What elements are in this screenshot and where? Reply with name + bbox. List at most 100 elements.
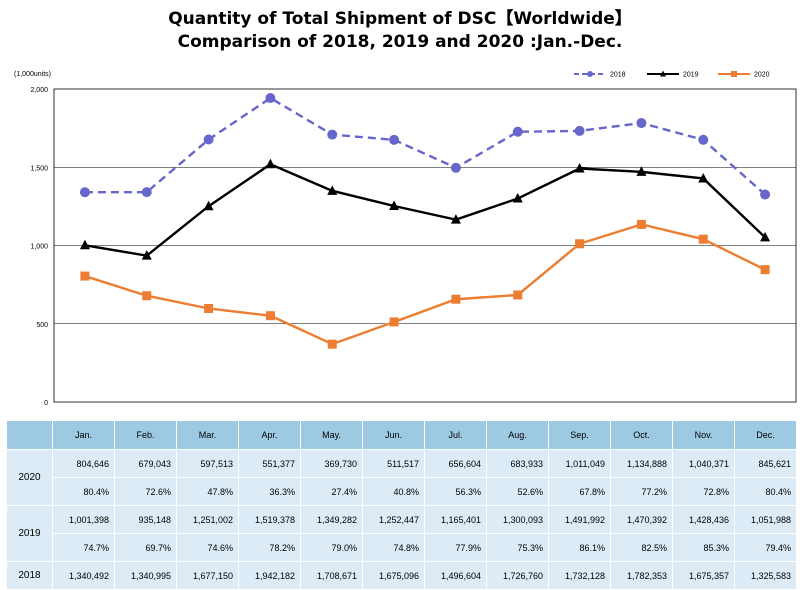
- row-year-label: 2020: [6, 449, 53, 506]
- table-value-cell: 1,001,398: [52, 505, 115, 534]
- table-row: 2020 804,646 679,043 597,513 551,377 369,730 5…: [6, 449, 797, 506]
- series-line-2020: [84, 223, 766, 346]
- y-tick-label: 2,000: [30, 87, 48, 94]
- table-value-cell: 679,043: [114, 449, 177, 478]
- table-value-cell: 1,519,378: [238, 505, 301, 534]
- table-ratio-cell: 27.4%: [300, 477, 363, 506]
- table-value-cell: 1,470,392: [610, 505, 673, 534]
- table-value-cell: 1,051,988: [734, 505, 797, 534]
- point-2019: [203, 200, 214, 211]
- table-ratio-cell: 36.3%: [238, 477, 301, 506]
- table-header-cell: Jun.: [362, 420, 425, 450]
- table-header-cell: Oct.: [610, 420, 673, 450]
- table-ratio-cell: 80.4%: [734, 477, 797, 506]
- point-2018: [327, 129, 338, 140]
- point-2020: [698, 234, 708, 244]
- table-header-cell: Jul.: [424, 420, 487, 450]
- point-2018: [698, 134, 709, 145]
- point-2019: [265, 158, 276, 169]
- table-value-cell: 935,148: [114, 505, 177, 534]
- point-2018: [760, 189, 771, 200]
- table-header-blank: [6, 420, 53, 450]
- legend-marker-2020: [731, 71, 737, 77]
- point-2018: [574, 125, 585, 136]
- table-value-cell: 1,165,401: [424, 505, 487, 534]
- table-ratio-cell: 79.4%: [734, 533, 797, 562]
- table-value-cell: 1,340,492: [52, 561, 115, 590]
- table-value-cell: 369,730: [300, 449, 363, 478]
- y-unit-label: (1,000units): [14, 71, 51, 78]
- table-header-cell: Jan.: [52, 420, 115, 450]
- y-tick-label: 1,500: [30, 165, 48, 172]
- table-ratio-cell: 74.7%: [52, 533, 115, 562]
- table-value-cell: 1,782,353: [610, 561, 673, 590]
- point-2019: [141, 250, 152, 260]
- table-value-cell: 1,349,282: [300, 505, 363, 534]
- point-2019: [450, 214, 461, 224]
- chart-title-line1: Quantity of Total Shipment of DSC【Worldw…: [168, 9, 632, 29]
- point-2018: [389, 134, 400, 145]
- table-header-cell: Sep.: [548, 420, 611, 450]
- table-ratio-cell: 72.8%: [672, 477, 735, 506]
- legend-label: 2019: [683, 72, 699, 79]
- table-header-cell: Dec.: [734, 420, 797, 450]
- table-ratio-cell: 56.3%: [424, 477, 487, 506]
- point-2018: [450, 162, 461, 173]
- point-2020: [204, 303, 214, 313]
- point-2019: [760, 231, 771, 242]
- table-value-cell: 1,708,671: [300, 561, 363, 590]
- table-row-ratio: 80.4% 72.6% 47.8% 36.3% 27.4% 40.8% 56.3% 52.6%…: [7, 477, 797, 506]
- table-row: 2018 1,340,492 1,340,995 1,677,150 1,942,182…: [6, 561, 797, 590]
- point-2018: [79, 187, 90, 198]
- point-2019: [79, 239, 90, 250]
- table-value-cell: 1,726,760: [486, 561, 549, 590]
- row-year-label: 2019: [6, 505, 53, 562]
- table-ratio-cell: 86.1%: [548, 533, 611, 562]
- point-2018: [512, 126, 523, 137]
- table-value-cell: 551,377: [238, 449, 301, 478]
- point-2020: [636, 219, 646, 229]
- table-ratio-cell: 75.3%: [486, 533, 549, 562]
- point-2018: [636, 118, 647, 129]
- table-value-cell: 511,517: [362, 449, 425, 478]
- point-2019: [636, 166, 647, 176]
- table-value-cell: 1,675,096: [362, 561, 425, 590]
- table-ratio-cell: 47.8%: [176, 477, 239, 506]
- table-value-cell: 1,134,888: [610, 449, 673, 478]
- line-chart: 0 500 1,000 1,500 2,000 (1,000units) 2018 2019 2…: [14, 70, 797, 407]
- point-2019: [574, 163, 585, 173]
- table-header-cell: Nov.: [672, 420, 735, 450]
- point-2018: [265, 93, 276, 104]
- table-header-cell: Feb.: [114, 420, 177, 450]
- chart-title-line2: Comparison of 2018, 2019 and 2020 :Jan.-…: [177, 32, 623, 52]
- point-2020: [142, 291, 152, 301]
- series-line-2019: [84, 162, 766, 257]
- table-ratio-cell: 74.8%: [362, 533, 425, 562]
- point-2018: [141, 187, 152, 198]
- table-value-cell: 683,933: [486, 449, 549, 478]
- table-value-cell: 1,040,371: [672, 449, 735, 478]
- point-2020: [80, 271, 90, 281]
- y-tick-label: 1,000: [30, 244, 48, 251]
- table-ratio-cell: 52.6%: [486, 477, 549, 506]
- point-2020: [451, 294, 461, 304]
- table-value-cell: 656,604: [424, 449, 487, 478]
- table-ratio-cell: 82.5%: [610, 533, 673, 562]
- table-header-row: Jan. Feb. Mar. Apr. May. Jun. Jul. Aug. Sep. Oct.…: [6, 420, 797, 450]
- table-ratio-cell: 85.3%: [672, 533, 735, 562]
- table-row-ratio: 74.7% 69.7% 74.6% 78.2% 79.0% 74.8% 77.9% 75.3%…: [7, 533, 797, 562]
- legend-marker-2019: [660, 70, 666, 77]
- table-header-cell: May.: [300, 420, 363, 450]
- legend-label: 2018: [610, 72, 626, 79]
- table-ratio-cell: 69.7%: [114, 533, 177, 562]
- table-ratio-cell: 74.6%: [176, 533, 239, 562]
- point-2019: [389, 200, 400, 210]
- table-value-cell: 1,677,150: [176, 561, 239, 590]
- table-value-cell: 1,252,447: [362, 505, 425, 534]
- table-value-cell: 804,646: [52, 449, 115, 478]
- table-value-cell: 1,251,002: [176, 505, 239, 534]
- table-ratio-cell: 78.2%: [238, 533, 301, 562]
- table-value-cell: 1,011,049: [548, 449, 611, 478]
- table-value-cell: 1,942,182: [238, 561, 301, 590]
- table-ratio-cell: 40.8%: [362, 477, 425, 506]
